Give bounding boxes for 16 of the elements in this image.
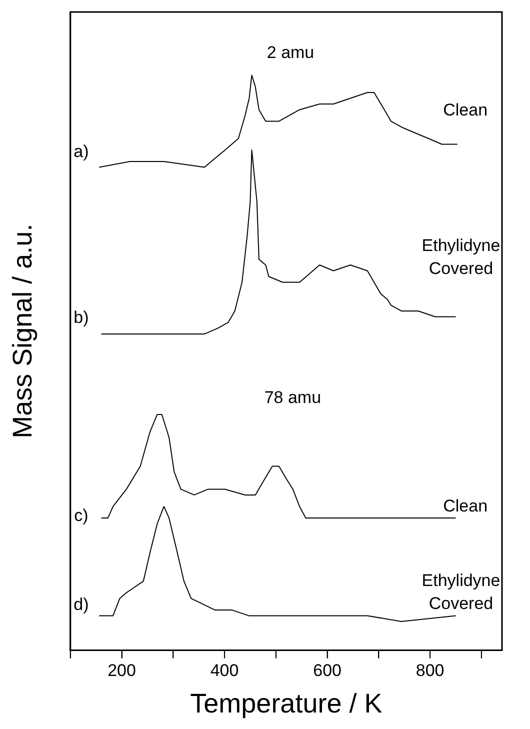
annotation: Clean [443,100,488,120]
annotation: b) [74,308,89,328]
x-tick-label: 800 [416,661,444,680]
annotation: 78 amu [264,388,322,407]
x-axis-title: Temperature / K [190,688,382,718]
annotation: Clean [443,496,488,516]
annotation: Ethylidyne Covered [422,570,500,613]
x-tick-label: 400 [210,661,239,680]
x-tick-label: 600 [313,661,342,680]
annotation: Ethylidyne Covered [422,236,500,278]
annotation: d) [74,595,89,614]
x-tick-label: 200 [108,661,136,680]
text: 2 amu [266,43,314,62]
annotation: c) [74,506,88,525]
y-axis-title: Mass Signal / a.u. [8,224,38,438]
annotation: a) [74,142,89,162]
